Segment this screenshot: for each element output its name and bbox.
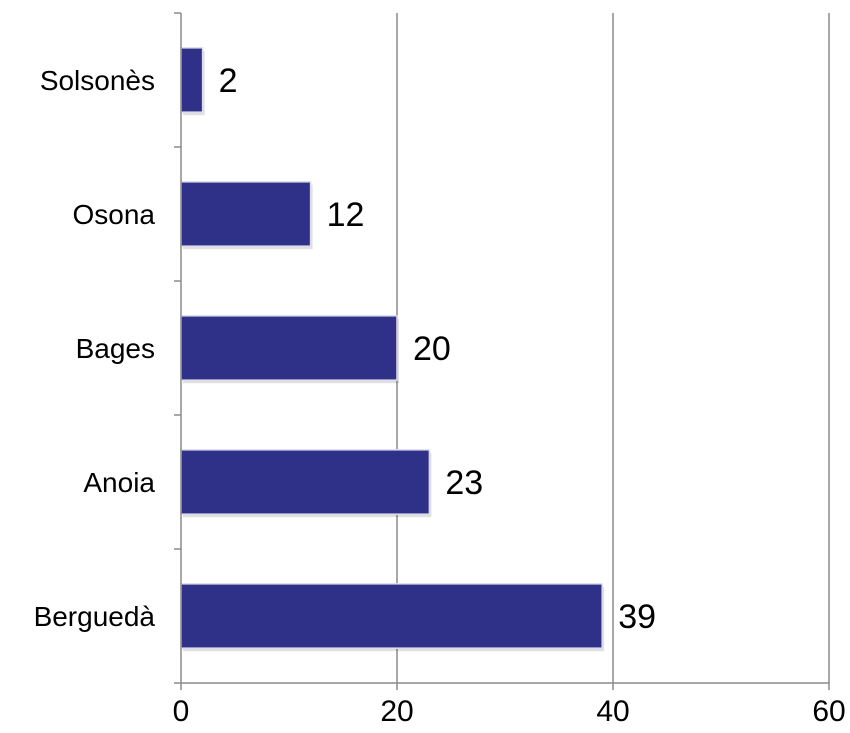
bars [180, 47, 605, 652]
x-tick-label-40: 40 [596, 695, 629, 728]
data-label-3: 23 [445, 464, 483, 502]
x-tick-label-60: 60 [812, 695, 845, 728]
category-label-3: Anoia [83, 467, 155, 498]
x-tick-label-0: 0 [173, 695, 190, 728]
bar-1 [180, 181, 312, 247]
gridlines [396, 13, 830, 683]
x-tick-label-20: 20 [380, 695, 413, 728]
bar-4 [180, 583, 603, 649]
axes [174, 12, 830, 690]
data-label-4: 39 [618, 598, 656, 636]
category-label-2: Bages [76, 333, 155, 364]
data-label-2: 20 [413, 330, 451, 368]
bar-3 [180, 449, 431, 515]
bar-0 [180, 47, 204, 113]
labels: 2 Solsonès 12 Osona 20 Bages 23 Anoia 39 Berguedà… [34, 62, 846, 728]
data-label-1: 12 [327, 196, 365, 234]
bar-2 [180, 315, 398, 381]
category-label-1: Osona [73, 199, 156, 230]
data-label-0: 2 [219, 62, 238, 100]
category-label-0: Solsonès [40, 65, 155, 96]
category-label-4: Berguedà [34, 601, 156, 632]
